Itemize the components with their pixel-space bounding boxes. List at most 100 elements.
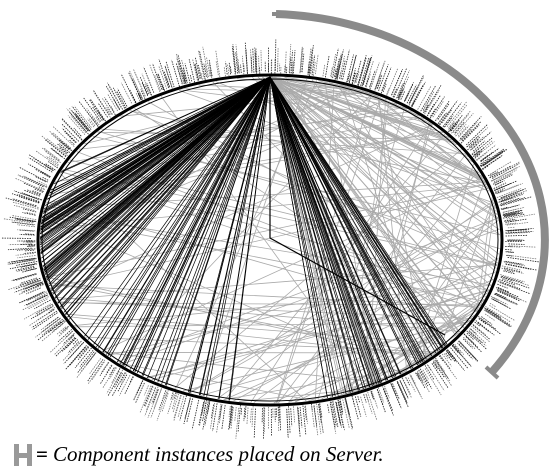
label-mark — [417, 373, 425, 387]
label-mark — [236, 52, 238, 73]
label-mark — [236, 408, 239, 439]
label-mark — [290, 58, 291, 74]
label-mark — [439, 356, 443, 362]
label-mark — [93, 90, 109, 115]
label-mark — [313, 61, 315, 75]
label-mark — [300, 407, 302, 427]
label-mark — [252, 406, 253, 427]
label-mark — [111, 106, 114, 112]
label-mark — [38, 322, 61, 340]
label-mark — [393, 383, 399, 398]
label-mark — [119, 375, 130, 395]
label-mark — [24, 250, 34, 251]
label-mark — [384, 388, 393, 411]
label-mark — [263, 407, 264, 439]
label-mark — [451, 348, 469, 369]
label-mark — [229, 62, 230, 74]
label-mark — [114, 373, 122, 388]
label-mark — [449, 115, 463, 132]
label-mark — [226, 62, 228, 75]
label-mark — [217, 404, 221, 433]
label-mark — [130, 90, 136, 102]
label-mark — [410, 376, 422, 399]
label-mark — [199, 402, 204, 425]
label-mark — [228, 65, 229, 76]
edge — [65, 314, 447, 344]
label-mark — [17, 255, 35, 257]
label-mark — [477, 152, 487, 160]
label-mark — [140, 386, 151, 413]
label-mark — [150, 65, 160, 92]
label-mark — [242, 56, 243, 74]
label-mark — [222, 405, 225, 429]
label-mark — [485, 306, 510, 322]
label-mark — [458, 341, 477, 362]
label-mark — [12, 199, 36, 206]
label-mark — [251, 409, 252, 423]
label-mark — [68, 116, 85, 135]
label-mark — [466, 337, 482, 352]
label-mark — [9, 244, 32, 245]
label-mark — [216, 50, 220, 77]
legend-caption: Component instances placed on Server. — [53, 442, 384, 466]
label-mark — [293, 406, 294, 422]
label-mark — [241, 408, 242, 414]
label-mark — [462, 121, 481, 140]
label-mark — [32, 311, 57, 328]
label-mark — [493, 175, 512, 185]
label-mark — [125, 377, 133, 394]
label-mark — [364, 394, 367, 402]
label-mark — [471, 326, 490, 342]
label-mark — [176, 54, 184, 82]
label-mark — [505, 249, 512, 250]
label-mark — [35, 304, 52, 314]
label-mark — [94, 92, 111, 117]
label-mark — [96, 117, 100, 123]
label-mark — [35, 319, 60, 337]
label-mark — [291, 408, 292, 426]
diagram: =Component instances placed on Server. — [0, 0, 555, 470]
label-mark — [484, 152, 502, 165]
label-mark — [343, 50, 350, 80]
label-mark — [24, 304, 51, 319]
label-mark — [235, 407, 236, 421]
label-mark — [58, 329, 67, 337]
label-mark — [259, 56, 260, 72]
label-mark — [508, 244, 524, 245]
label-mark — [466, 125, 487, 145]
label-mark — [370, 72, 376, 90]
label-mark — [506, 264, 531, 269]
label-mark — [35, 176, 46, 182]
label-mark — [506, 235, 528, 236]
label-mark — [379, 64, 389, 90]
label-mark — [164, 72, 169, 87]
label-mark — [133, 79, 142, 99]
label-mark — [355, 396, 361, 416]
label-mark — [483, 166, 489, 170]
label-mark — [461, 125, 479, 143]
label-mark — [12, 222, 35, 225]
label-mark — [409, 77, 424, 105]
label-mark — [323, 65, 325, 76]
label-mark — [502, 268, 524, 273]
label-mark — [508, 227, 515, 228]
label-mark — [261, 50, 262, 71]
label-mark — [62, 124, 79, 141]
page: {"legend": {"symbol_text": "=", "text": … — [0, 0, 555, 470]
label-mark — [42, 136, 67, 156]
label-mark — [230, 66, 231, 73]
label-mark — [289, 406, 291, 434]
label-mark — [293, 50, 295, 73]
label-mark — [224, 67, 225, 76]
label-mark — [15, 274, 37, 280]
label-mark — [89, 100, 103, 120]
label-mark — [494, 186, 503, 190]
label-mark — [132, 79, 141, 99]
label-mark — [253, 49, 254, 73]
label-mark — [311, 406, 314, 428]
label-mark — [8, 248, 32, 250]
label-mark — [229, 406, 230, 417]
label-mark — [434, 360, 452, 386]
label-mark — [366, 395, 368, 402]
legend-icon — [14, 444, 32, 466]
